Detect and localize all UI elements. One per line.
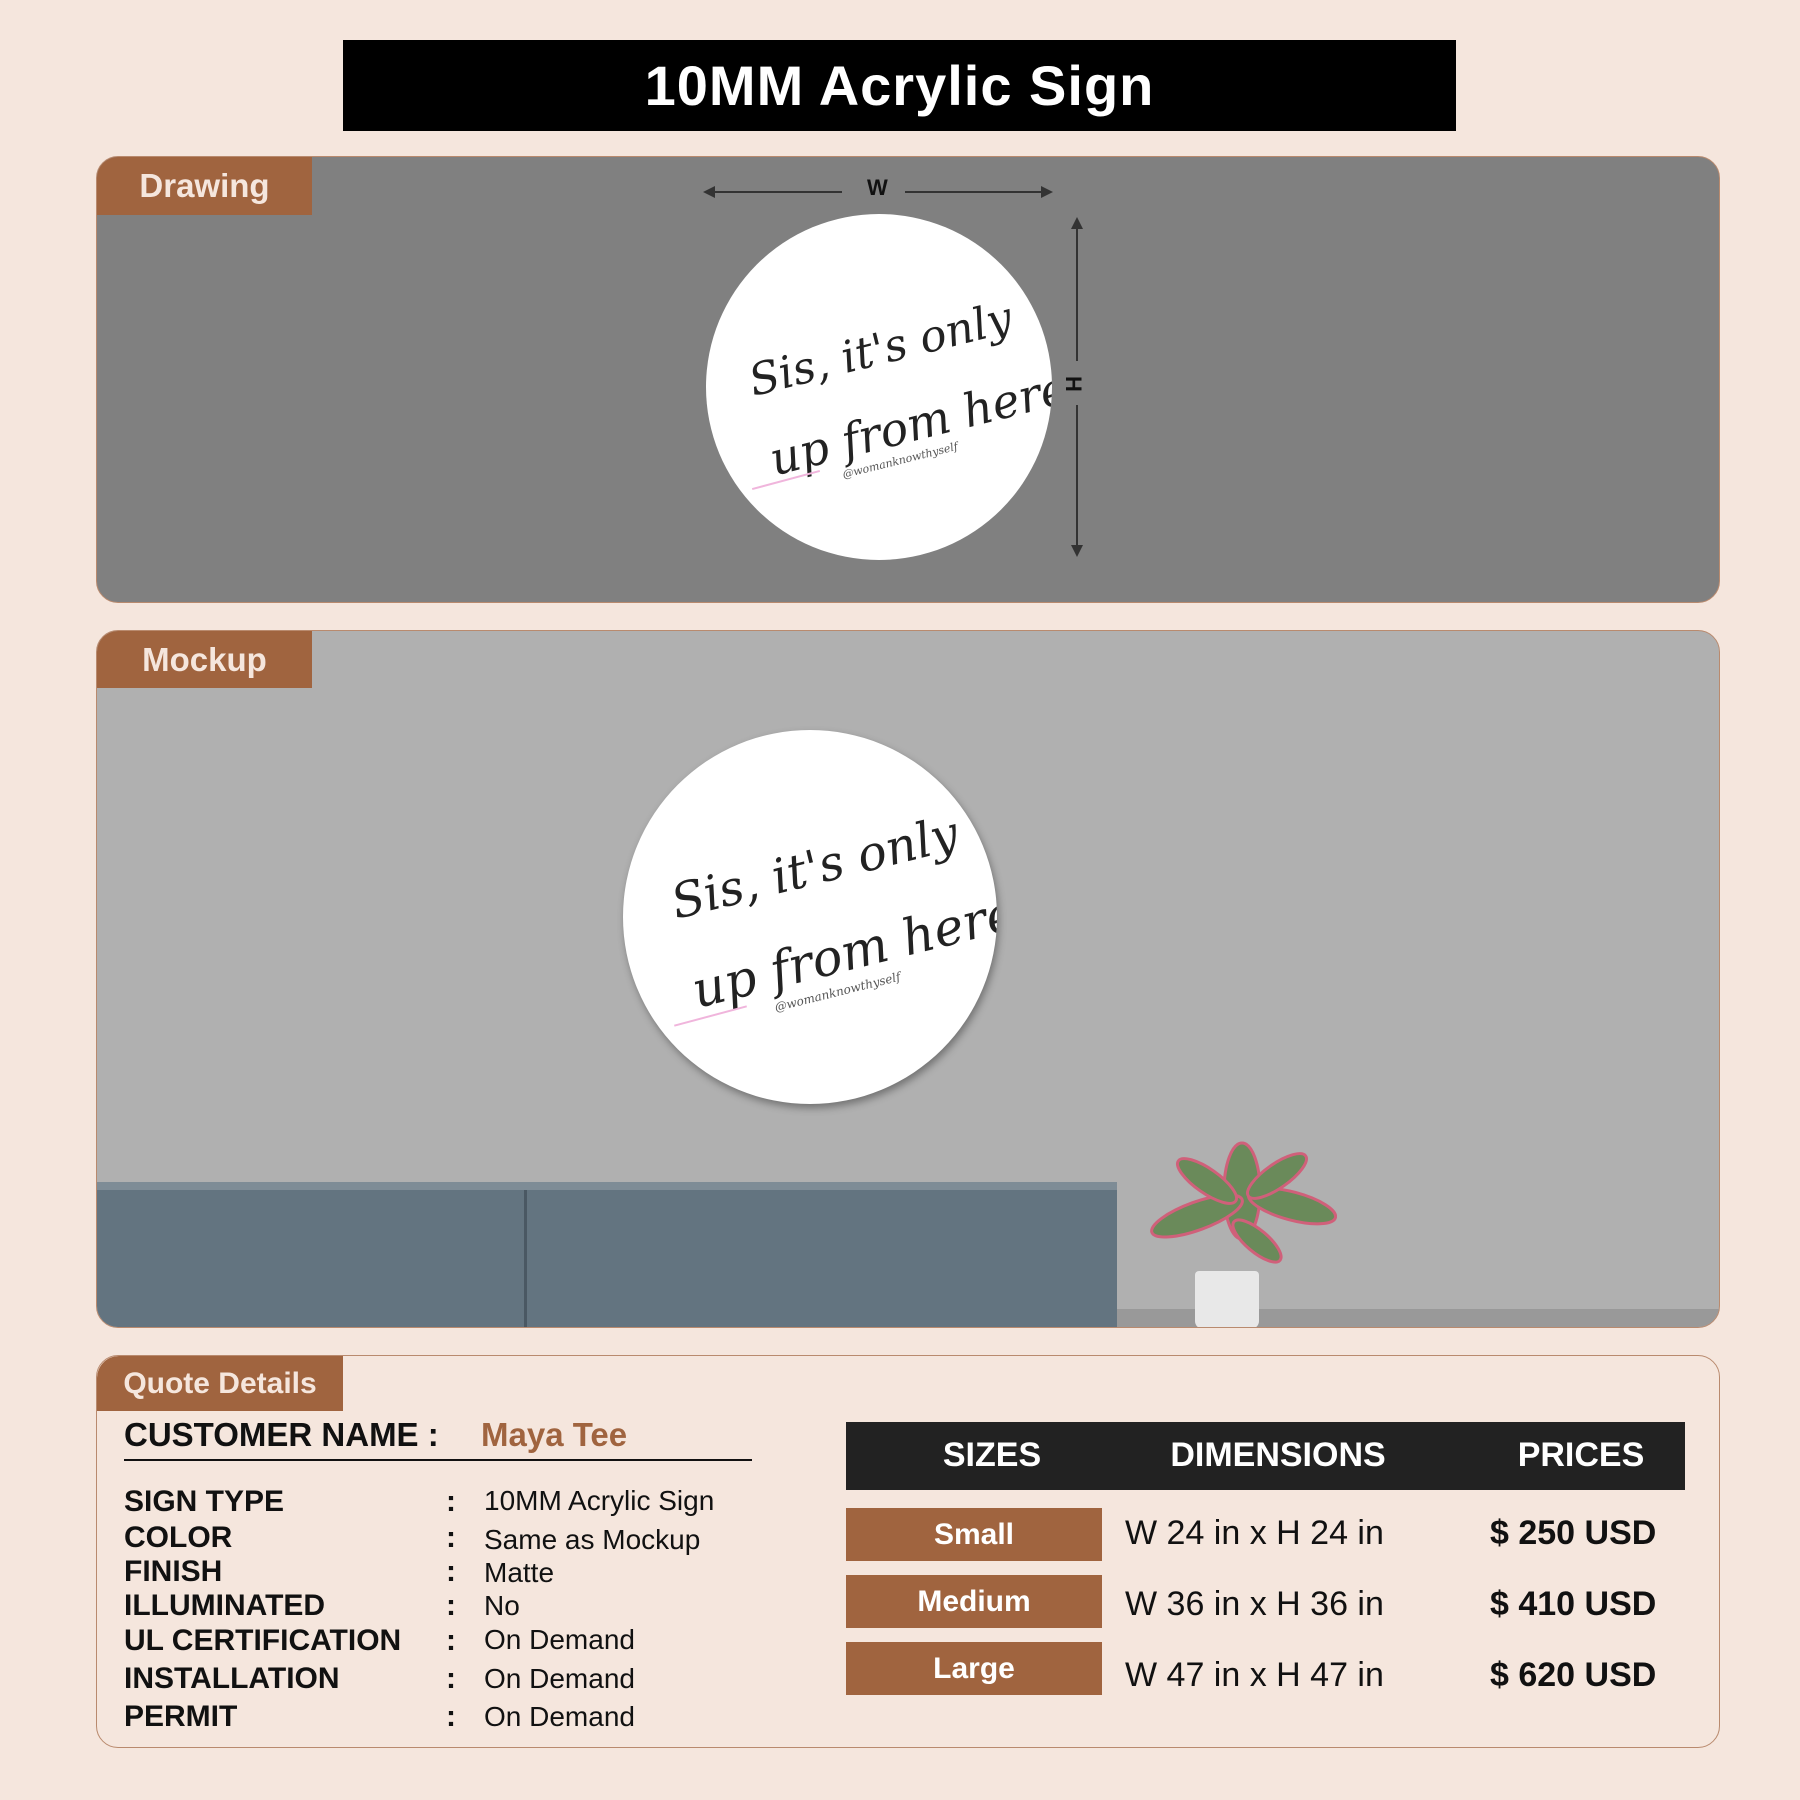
arrow-left-icon <box>703 186 715 198</box>
detail-label: UL CERTIFICATION <box>124 1624 402 1657</box>
divider <box>124 1459 752 1461</box>
width-arrow-right <box>905 191 1045 193</box>
drawing-panel: Drawing W H Sis, it's only up from here!… <box>96 156 1720 603</box>
detail-colon: : <box>446 1624 456 1657</box>
page-title: 10MM Acrylic Sign <box>343 40 1456 131</box>
detail-value: No <box>484 1590 520 1621</box>
cabinet-divider <box>524 1190 527 1327</box>
price-large: $ 620 USD <box>1490 1656 1657 1694</box>
dimensions-medium: W 36 in x H 36 in <box>1125 1585 1384 1623</box>
height-label: H <box>1060 376 1086 392</box>
size-small-button[interactable]: Small <box>846 1508 1102 1561</box>
sign-mockup: Sis, it's only up from here! @womanknowt… <box>623 730 997 1104</box>
size-medium-button[interactable]: Medium <box>846 1575 1102 1628</box>
detail-label: COLOR <box>124 1521 233 1554</box>
detail-colon: : <box>446 1521 456 1554</box>
detail-value: On Demand <box>484 1663 635 1694</box>
height-arrow-top <box>1076 221 1078 361</box>
drawing-tab: Drawing <box>97 157 312 215</box>
detail-value: 10MM Acrylic Sign <box>484 1485 715 1516</box>
plant-icon <box>1150 1141 1337 1264</box>
detail-colon: : <box>446 1700 456 1733</box>
header-dimensions: DIMENSIONS <box>1170 1436 1386 1474</box>
size-large-button[interactable]: Large <box>846 1642 1102 1695</box>
dimensions-large: W 47 in x H 47 in <box>1125 1656 1384 1694</box>
detail-colon: : <box>446 1589 456 1622</box>
detail-label: FINISH <box>124 1555 223 1588</box>
width-label: W <box>867 175 888 200</box>
detail-label: ILLUMINATED <box>124 1589 326 1622</box>
customer-name-label: CUSTOMER NAME : <box>124 1416 439 1453</box>
price-medium: $ 410 USD <box>1490 1585 1657 1623</box>
pricing-table-header: SIZES DIMENSIONS PRICES <box>846 1422 1685 1490</box>
detail-colon: : <box>446 1555 456 1588</box>
arrow-up-icon <box>1071 217 1083 229</box>
quote-tab: Quote Details <box>97 1356 343 1411</box>
dimensions-small: W 24 in x H 24 in <box>1125 1514 1384 1552</box>
width-arrow-left <box>707 191 842 193</box>
mockup-tab: Mockup <box>97 631 312 688</box>
arrow-down-icon <box>1071 545 1083 557</box>
sign-drawing: Sis, it's only up from here! @womanknowt… <box>706 214 1052 560</box>
detail-colon: : <box>446 1485 456 1518</box>
detail-value: Matte <box>484 1557 555 1588</box>
detail-label: SIGN TYPE <box>124 1485 285 1518</box>
cabinet <box>97 1182 1117 1327</box>
height-arrow-bottom <box>1076 405 1078 547</box>
detail-label: PERMIT <box>124 1700 238 1733</box>
customer-name: Maya Tee <box>481 1416 628 1453</box>
arrow-right-icon <box>1041 186 1053 198</box>
price-small: $ 250 USD <box>1490 1514 1657 1552</box>
detail-label: INSTALLATION <box>124 1662 340 1695</box>
detail-colon: : <box>446 1662 456 1695</box>
detail-value: On Demand <box>484 1624 635 1655</box>
header-sizes: SIZES <box>942 1436 1042 1474</box>
plant-pot <box>1195 1271 1259 1327</box>
mockup-panel: Mockup Sis, it's only up from here! @wom… <box>96 630 1720 1328</box>
detail-value: On Demand <box>484 1701 635 1732</box>
header-prices: PRICES <box>1517 1436 1645 1474</box>
detail-value: Same as Mockup <box>484 1524 701 1555</box>
